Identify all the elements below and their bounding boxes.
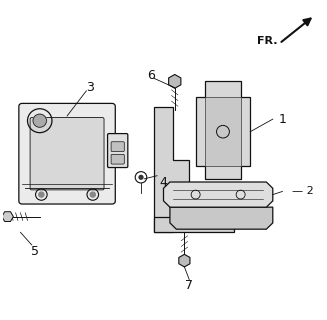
Polygon shape <box>2 212 13 221</box>
FancyBboxPatch shape <box>19 103 115 204</box>
Text: 3: 3 <box>86 81 94 94</box>
Polygon shape <box>170 207 273 229</box>
Text: 1: 1 <box>279 113 286 126</box>
FancyBboxPatch shape <box>108 133 128 168</box>
Text: 6: 6 <box>147 68 155 82</box>
Circle shape <box>90 192 95 197</box>
FancyBboxPatch shape <box>111 154 124 164</box>
Text: FR.: FR. <box>257 36 277 45</box>
Circle shape <box>139 175 143 179</box>
Polygon shape <box>196 81 250 179</box>
FancyBboxPatch shape <box>30 117 104 190</box>
Polygon shape <box>154 107 189 232</box>
Text: 7: 7 <box>185 279 193 292</box>
Circle shape <box>39 192 44 197</box>
FancyBboxPatch shape <box>111 142 124 151</box>
Text: 5: 5 <box>31 245 39 258</box>
Circle shape <box>33 114 46 127</box>
Polygon shape <box>169 75 181 88</box>
Polygon shape <box>179 254 190 267</box>
Polygon shape <box>154 217 234 232</box>
FancyBboxPatch shape <box>205 97 241 166</box>
Polygon shape <box>164 182 273 207</box>
Text: — 2: — 2 <box>292 187 314 196</box>
Text: 4: 4 <box>160 175 167 188</box>
